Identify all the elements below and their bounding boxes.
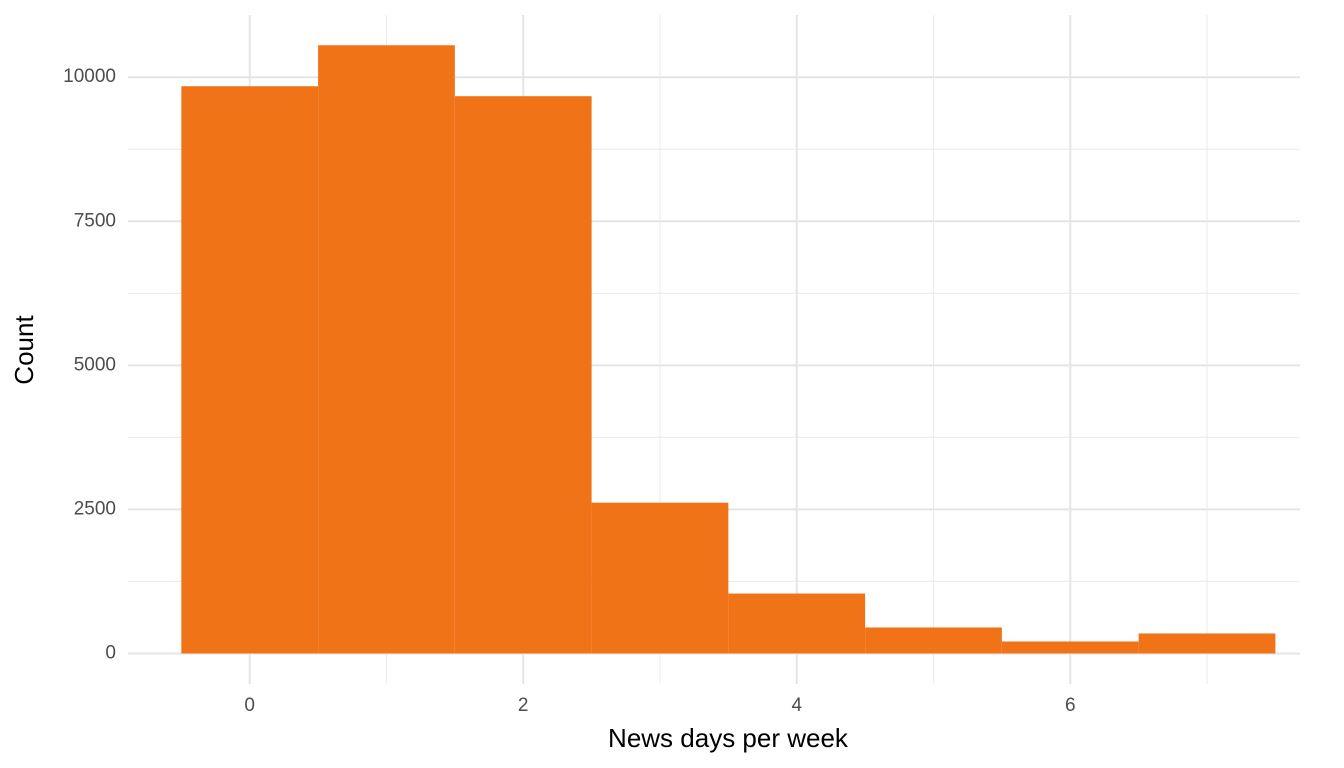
x-tick-label: 4	[791, 695, 802, 716]
bar	[728, 593, 866, 654]
y-tick-label: 0	[105, 642, 116, 663]
y-tick-label: 5000	[74, 354, 116, 375]
x-tick-label: 2	[518, 695, 529, 716]
x-tick-label: 6	[1065, 695, 1076, 716]
y-tick-label: 7500	[74, 210, 116, 231]
bar	[591, 502, 729, 654]
y-axis-title: Count	[9, 315, 39, 385]
bar	[865, 627, 1002, 654]
y-tick-label: 10000	[63, 66, 116, 87]
x-tick-label: 0	[244, 695, 255, 716]
x-axis-title: News days per week	[608, 723, 849, 753]
bar	[1001, 641, 1139, 654]
bar	[454, 96, 592, 654]
bar	[1138, 633, 1276, 654]
bar	[318, 45, 455, 654]
bar	[181, 86, 319, 654]
y-tick-label: 2500	[74, 498, 116, 519]
